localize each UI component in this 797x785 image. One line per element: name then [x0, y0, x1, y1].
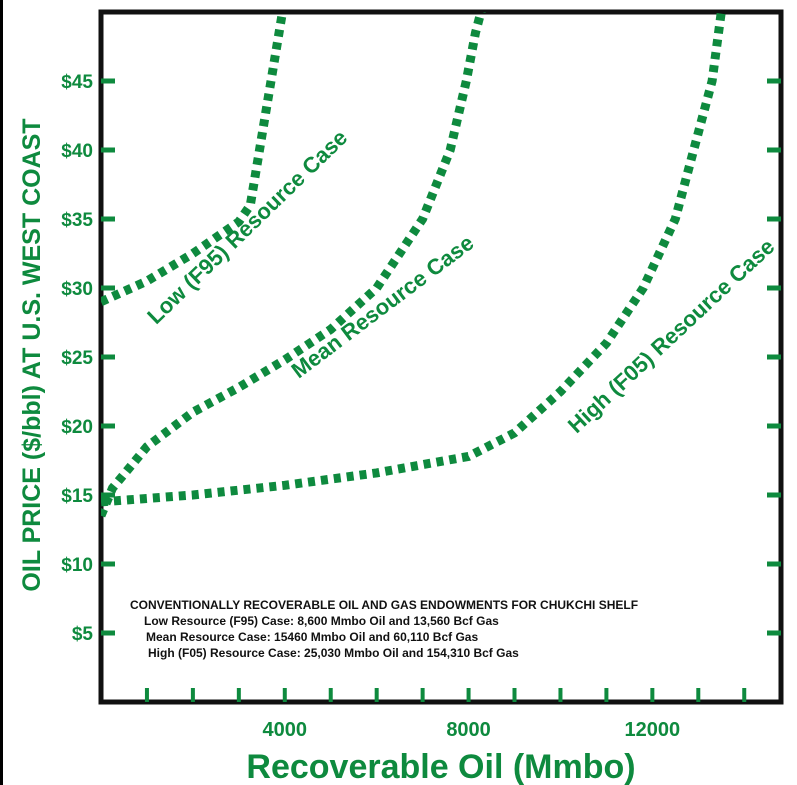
annotation-line: Low Resource (F95) Case: 8,600 Mmbo Oil … — [144, 614, 499, 628]
page-left-border — [0, 0, 3, 785]
series-line-1 — [101, 12, 288, 306]
annotation-heading: CONVENTIONALLY RECOVERABLE OIL AND GAS E… — [130, 598, 638, 612]
x-tick-label: 4000 — [263, 719, 308, 741]
annotation-line: Mean Resource Case: 15460 Mmbo Oil and 6… — [146, 630, 478, 644]
y-tick-label: $10 — [61, 555, 93, 576]
y-tick-label: $15 — [61, 486, 93, 507]
curve-label-3: High (F05) Resource Case — [563, 234, 779, 438]
y-tick-label: $5 — [72, 624, 94, 645]
annotation-line: High (F05) Resource Case: 25,030 Mmbo Oi… — [148, 646, 519, 660]
y-axis-title: OIL PRICE ($/bbl) AT U.S. WEST COAST — [18, 118, 46, 591]
series-line-2 — [101, 12, 486, 518]
y-tick-label: $45 — [61, 72, 93, 93]
x-tick-label: 8000 — [446, 719, 491, 741]
y-tick-label: $35 — [61, 210, 93, 231]
y-tick-label: $30 — [61, 279, 93, 300]
series-line-3 — [101, 12, 726, 507]
x-axis-title: Recoverable Oil (Mmbo) — [246, 748, 635, 785]
y-tick-label: $40 — [61, 141, 93, 162]
curve-label-1: Low (F95) Resource Case — [142, 125, 352, 329]
curve-label-2: Mean Resource Case — [287, 230, 479, 383]
y-tick-label: $25 — [61, 348, 93, 369]
x-tick-label: 12000 — [625, 719, 681, 741]
y-tick-label: $20 — [61, 417, 93, 438]
